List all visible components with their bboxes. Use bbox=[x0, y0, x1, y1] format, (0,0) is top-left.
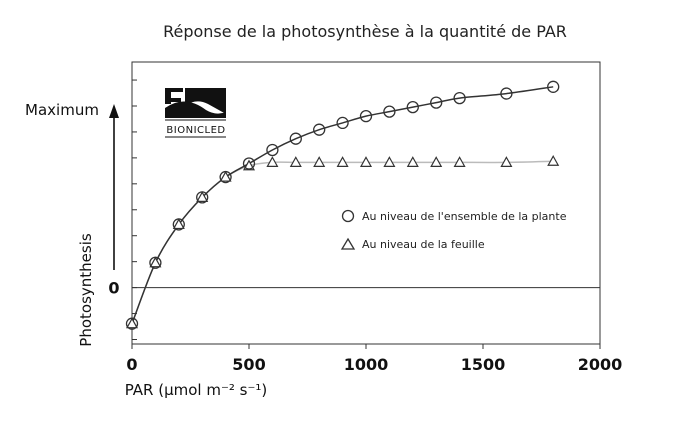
triangle-point bbox=[383, 156, 396, 167]
x-tick-label: 1500 bbox=[461, 355, 506, 374]
triangle-point bbox=[196, 191, 209, 202]
circle-point bbox=[430, 96, 443, 109]
circle-point bbox=[172, 218, 185, 231]
x-tick-label: 0 bbox=[126, 355, 137, 374]
circle-point bbox=[289, 132, 302, 145]
y-zero-label: 0 bbox=[108, 279, 119, 298]
y-arrow-head bbox=[109, 104, 119, 118]
triangle-point bbox=[125, 317, 139, 329]
triangle-point bbox=[406, 156, 419, 167]
y-axis-ticks bbox=[132, 79, 137, 340]
triangle-point bbox=[172, 218, 185, 230]
y-axis-label: Photosynthesis bbox=[77, 233, 95, 347]
circle-point bbox=[266, 143, 279, 157]
logo-sunburst-left bbox=[165, 88, 183, 104]
triangle-point bbox=[313, 156, 326, 167]
circle-point bbox=[219, 170, 232, 184]
circle-point bbox=[196, 191, 209, 204]
fit-curves bbox=[131, 86, 554, 324]
data-markers bbox=[125, 80, 560, 330]
triangle-point bbox=[500, 156, 513, 167]
triangle-point bbox=[430, 156, 443, 167]
circle-point bbox=[453, 91, 466, 105]
circle-point bbox=[383, 105, 396, 118]
triangle-point bbox=[266, 156, 279, 167]
circle-point bbox=[500, 87, 513, 100]
logo-sunburst bbox=[185, 88, 226, 114]
triangle-point bbox=[359, 156, 373, 167]
triangle-point bbox=[453, 156, 466, 167]
circle-point bbox=[125, 317, 139, 330]
y-max-label: Maximum bbox=[25, 101, 99, 119]
plant-fit-curve bbox=[131, 86, 554, 324]
x-tick-label: 2000 bbox=[578, 355, 623, 374]
circle-point bbox=[547, 80, 560, 93]
leaf-fit-curve bbox=[131, 160, 554, 324]
bionicled-logo: BIONICLED bbox=[165, 88, 226, 138]
legend: Au niveau de l'ensemble de la plante Au … bbox=[340, 209, 567, 251]
triangle-point bbox=[289, 156, 302, 167]
legend-circle-icon bbox=[341, 209, 355, 223]
triangle-point bbox=[336, 156, 349, 167]
circle-point bbox=[406, 100, 419, 114]
logo-leaf bbox=[165, 101, 226, 118]
x-axis-ticks: 0 500 1000 1500 2000 bbox=[126, 344, 622, 374]
x-axis-label: PAR (μmol m⁻² s⁻¹) bbox=[125, 381, 268, 399]
triangle-point bbox=[242, 159, 256, 171]
chart-title: Réponse de la photosynthèse à la quantit… bbox=[163, 22, 567, 41]
x-tick-label: 1000 bbox=[344, 355, 389, 374]
circle-point bbox=[359, 109, 373, 123]
triangle-point bbox=[547, 155, 560, 166]
circle-point bbox=[149, 256, 162, 269]
circle-point bbox=[336, 116, 349, 130]
legend-label-leaf: Au niveau de la feuille bbox=[362, 238, 485, 251]
logo-text: BIONICLED bbox=[166, 125, 225, 136]
circle-point bbox=[313, 123, 326, 136]
x-tick-label: 500 bbox=[232, 355, 265, 374]
legend-triangle-icon bbox=[340, 237, 356, 250]
triangle-point bbox=[149, 256, 162, 268]
circle-point bbox=[242, 157, 256, 170]
triangle-point bbox=[219, 170, 232, 182]
legend-label-plant: Au niveau de l'ensemble de la plante bbox=[362, 210, 567, 223]
